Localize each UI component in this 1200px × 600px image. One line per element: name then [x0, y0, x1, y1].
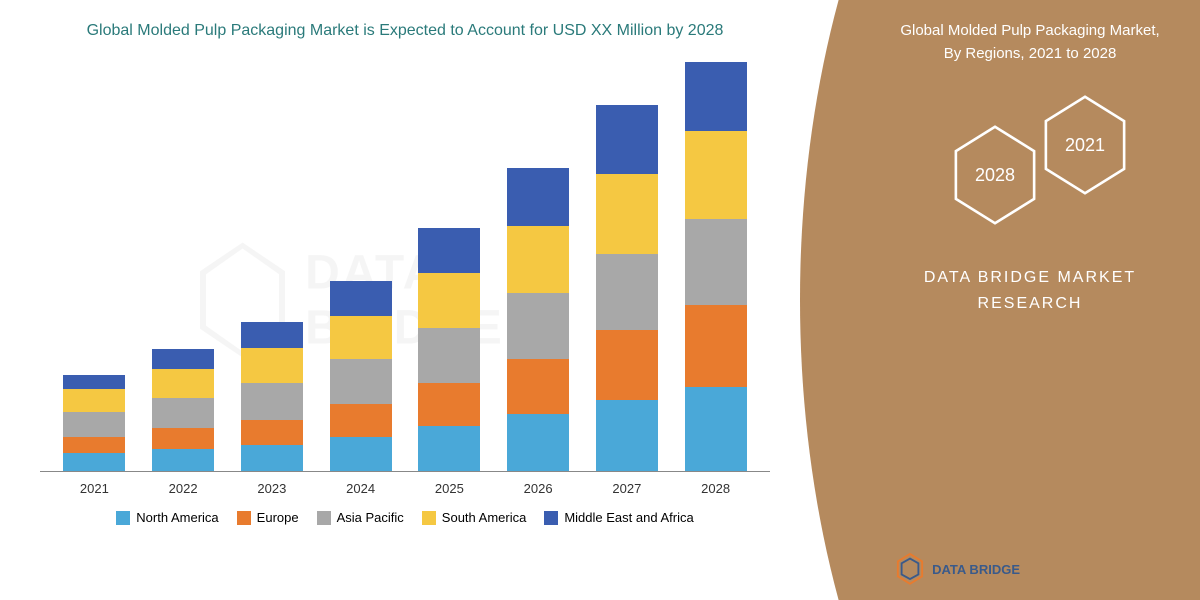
bar-segment [330, 281, 392, 316]
bar-segment [63, 389, 125, 412]
bar-label: 2026 [524, 481, 553, 496]
brand-name: DATA BRIDGE MARKET RESEARCH [830, 265, 1170, 316]
bar-segment [596, 330, 658, 400]
bar-segment [685, 62, 747, 132]
right-panel-content: Global Molded Pulp Packaging Market, By … [800, 0, 1200, 336]
bar-segment [152, 428, 214, 448]
bar-segment [685, 131, 747, 219]
bar-segment [418, 426, 480, 471]
legend-swatch [422, 511, 436, 525]
bar-group: 2023 [241, 322, 303, 472]
bar-segment [507, 168, 569, 225]
bar-segment [418, 328, 480, 383]
main-container: Global Molded Pulp Packaging Market is E… [0, 0, 1200, 600]
chart-area: Global Molded Pulp Packaging Market is E… [0, 0, 800, 600]
bar-group: 2021 [63, 375, 125, 471]
bar-segment [507, 293, 569, 359]
bar-label: 2025 [435, 481, 464, 496]
legend-label: Asia Pacific [337, 510, 404, 525]
right-panel: Global Molded Pulp Packaging Market, By … [800, 0, 1200, 600]
right-panel-title: Global Molded Pulp Packaging Market, By … [830, 20, 1170, 65]
bar-segment [330, 437, 392, 472]
legend: North America Europe Asia Pacific South Ame… [40, 510, 770, 525]
bar-segment [507, 359, 569, 414]
bar-segment [63, 437, 125, 453]
bar-segment [685, 305, 747, 387]
bar-segment [596, 254, 658, 330]
bar-label: 2027 [612, 481, 641, 496]
bar-group: 2026 [507, 168, 569, 471]
bar-segment [685, 387, 747, 471]
bar-segment [685, 219, 747, 305]
bar-label: 2021 [80, 481, 109, 496]
bar-segment [152, 449, 214, 472]
legend-swatch [317, 511, 331, 525]
legend-item: Europe [237, 510, 299, 525]
bar-segment [241, 322, 303, 349]
bar-segment [507, 414, 569, 471]
legend-item: Middle East and Africa [544, 510, 693, 525]
hex-badge-2021-text: 2021 [1065, 135, 1105, 156]
bar-segment [418, 273, 480, 328]
bar-label: 2028 [701, 481, 730, 496]
bar-segment [418, 383, 480, 426]
bar-segment [152, 349, 214, 369]
legend-item: Asia Pacific [317, 510, 404, 525]
bar-group: 2028 [685, 62, 747, 472]
legend-swatch [237, 511, 251, 525]
hex-badge-2028: 2028 [950, 125, 1040, 225]
bar-segment [330, 359, 392, 404]
bar-group: 2024 [330, 281, 392, 472]
legend-swatch [116, 511, 130, 525]
hex-badge-2028-text: 2028 [975, 165, 1015, 186]
bar-segment [241, 420, 303, 445]
bar-segment [241, 445, 303, 472]
hex-badges: 2028 2021 [910, 95, 1170, 235]
bar-segment [596, 400, 658, 472]
bottom-logo-hex-icon [896, 553, 924, 585]
bar-segment [241, 348, 303, 383]
legend-item: North America [116, 510, 218, 525]
bar-label: 2022 [169, 481, 198, 496]
bar-group: 2025 [418, 228, 480, 472]
bar-segment [152, 369, 214, 398]
legend-swatch [544, 511, 558, 525]
bottom-logo: DATA BRIDGE [896, 553, 1020, 585]
bar-group: 2022 [152, 349, 214, 472]
bar-segment [63, 453, 125, 471]
legend-label: North America [136, 510, 218, 525]
bar-segment [596, 174, 658, 254]
legend-label: Europe [257, 510, 299, 525]
bar-segment [241, 383, 303, 420]
bar-segment [596, 105, 658, 175]
bar-segment [330, 316, 392, 359]
bar-segment [418, 228, 480, 273]
bar-segment [63, 375, 125, 389]
bar-group: 2027 [596, 105, 658, 472]
hex-badge-2021: 2021 [1040, 95, 1130, 195]
legend-label: Middle East and Africa [564, 510, 693, 525]
legend-item: South America [422, 510, 527, 525]
bar-label: 2024 [346, 481, 375, 496]
bar-segment [330, 404, 392, 437]
bars-container: 2021 2022 2023 2024 2025 2026 2027 2028 [40, 52, 770, 472]
bottom-logo-text: DATA BRIDGE [932, 562, 1020, 577]
bar-segment [63, 412, 125, 437]
legend-label: South America [442, 510, 527, 525]
bar-label: 2023 [257, 481, 286, 496]
bar-segment [152, 398, 214, 429]
chart-title: Global Molded Pulp Packaging Market is E… [40, 20, 770, 42]
bar-segment [507, 226, 569, 294]
